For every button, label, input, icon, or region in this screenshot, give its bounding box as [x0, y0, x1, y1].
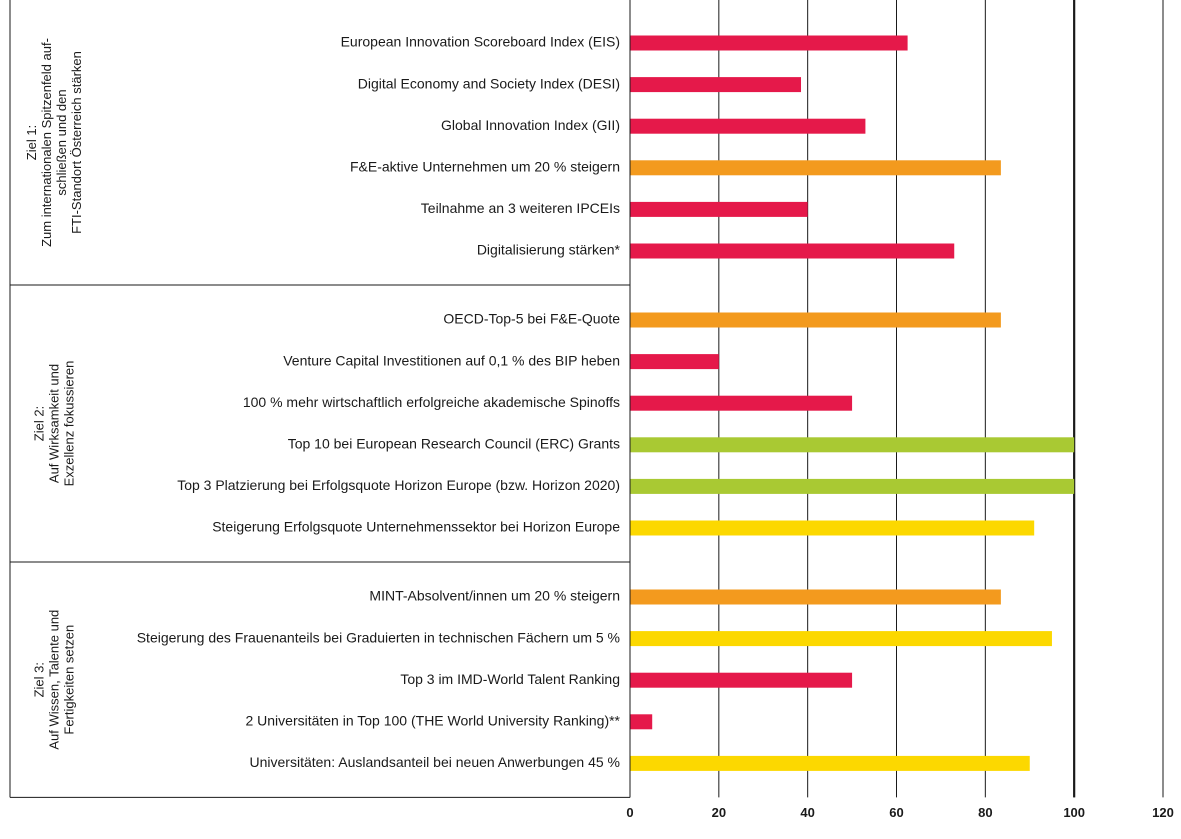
y-tick-label: OECD-Top-5 bei F&E-Quote: [443, 311, 620, 327]
x-tick-label: 100: [1063, 805, 1085, 820]
bar: [630, 243, 955, 259]
group-label: Auf Wirksamkeit und: [46, 364, 61, 483]
y-tick-label: Steigerung des Frauenanteils bei Graduie…: [137, 629, 620, 645]
y-tick-label: Top 3 im IMD-World Talent Ranking: [400, 671, 620, 687]
y-tick-label: Digitalisierung stärken*: [477, 242, 621, 258]
group-label: schließen und den: [54, 89, 69, 195]
bar: [630, 77, 802, 93]
y-tick-label: 100 % mehr wirtschaftlich erfolgreiche a…: [243, 394, 620, 410]
y-tick-label: European Innovation Scoreboard Index (EI…: [341, 34, 620, 50]
y-tick-label: Digital Economy and Society Index (DESI): [358, 75, 620, 91]
x-tick-label: 40: [800, 805, 814, 820]
bar: [630, 478, 1075, 494]
x-tick-label: 60: [889, 805, 903, 820]
group-label: Ziel 3:: [31, 662, 46, 697]
y-tick-label: 2 Universitäten in Top 100 (THE World Un…: [245, 713, 620, 729]
y-tick-label: Venture Capital Investitionen auf 0,1 % …: [283, 352, 620, 368]
bar: [630, 437, 1075, 453]
y-tick-label: Top 3 Platzierung bei Erfolgsquote Horiz…: [177, 477, 620, 493]
bar: [630, 201, 808, 217]
y-tick-label: F&E-aktive Unternehmen um 20 % steigern: [350, 159, 620, 175]
group-label: Auf Wissen, Talente und: [46, 610, 61, 750]
bar: [630, 755, 1030, 771]
bar: [630, 631, 1052, 647]
group-label: Exzellenz fokussieren: [61, 361, 76, 487]
y-tick-label: Teilnahme an 3 weiteren IPCEIs: [421, 200, 620, 216]
bar: [630, 118, 866, 134]
x-tick-label: 120: [1152, 805, 1174, 820]
group-label: Fertigkeiten setzen: [61, 625, 76, 735]
group-label: Zum internationalen Spitzenfeld auf-: [39, 38, 54, 247]
y-tick-label: Global Innovation Index (GII): [441, 117, 620, 133]
y-tick-label: Universitäten: Auslandsanteil bei neuen …: [250, 754, 620, 770]
group-label: FTI-Standort Österreich stärken: [69, 51, 84, 234]
bar: [630, 714, 653, 730]
group-label: Ziel 2:: [31, 406, 46, 441]
bar: [630, 395, 853, 411]
bar: [630, 520, 1035, 536]
y-tick-label: MINT-Absolvent/innen um 20 % steigern: [369, 588, 620, 604]
x-tick-label: 0: [626, 805, 633, 820]
bar: [630, 672, 853, 688]
y-tick-label: Steigerung Erfolgsquote Unternehmenssekt…: [212, 519, 620, 535]
y-tick-label: Top 10 bei European Research Council (ER…: [288, 436, 620, 452]
bar: [630, 312, 1001, 328]
bar: [630, 35, 908, 51]
bar: [630, 160, 1001, 176]
group-label: Ziel 1:: [24, 125, 39, 160]
x-tick-label: 20: [712, 805, 726, 820]
bar: [630, 589, 1001, 605]
x-tick-label: 80: [978, 805, 992, 820]
bar: [630, 354, 719, 370]
